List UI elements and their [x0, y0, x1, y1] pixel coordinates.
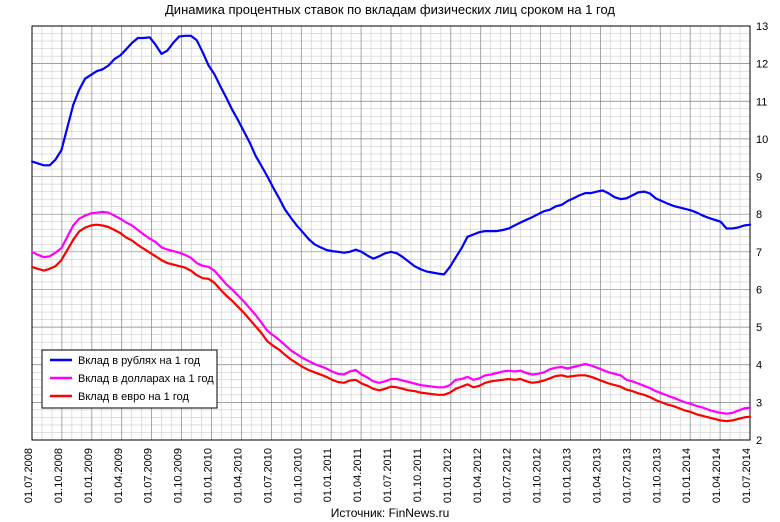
x-tick-label: 01.07.2012 [502, 448, 514, 503]
legend-label-usd: Вклад в долларах на 1 год [78, 373, 214, 385]
y-tick-label: 11 [756, 96, 767, 108]
line-chart: 2 3 4 5 6 7 8 9 10 11 12 13 01.07.2008 01.10.2008 01.0… [0, 0, 780, 522]
x-tick-label: 01.04.2013 [591, 448, 603, 503]
y-tick-label: 12 [756, 59, 768, 71]
y-tick-label: 13 [756, 21, 768, 33]
x-tick-label: 01.10.2011 [412, 448, 424, 502]
x-tick-label: 01.01.2012 [442, 448, 454, 503]
x-tick-label: 01.01.2013 [562, 448, 574, 503]
x-tick-label: 01.04.2010 [232, 448, 244, 503]
y-tick-label: 3 [756, 397, 762, 409]
x-tick-label: 01.07.2014 [741, 448, 753, 503]
x-tick-label: 01.01.2014 [681, 448, 693, 503]
x-tick-label: 01.04.2012 [472, 448, 484, 503]
x-tick-label: 01.10.2012 [532, 448, 544, 503]
y-tick-label: 2 [756, 435, 762, 447]
x-tick-label: 01.04.2011 [352, 448, 364, 502]
x-tick-label: 01.04.2009 [113, 448, 125, 503]
y-tick-label: 6 [756, 284, 762, 296]
legend-label-rub: Вклад в рублях на 1 год [78, 355, 201, 367]
x-tick-label: 01.01.2011 [322, 448, 334, 502]
x-tick-label: 01.07.2009 [143, 448, 155, 503]
x-tick-label: 01.10.2009 [173, 448, 185, 503]
x-tick-label: 01.07.2011 [382, 448, 394, 502]
y-tick-label: 7 [756, 247, 762, 259]
chart-source: Источник: FinNews.ru [0, 506, 780, 520]
legend-label-eur: Вклад в евро на 1 год [78, 391, 190, 403]
x-tick-label: 01.01.2009 [83, 448, 95, 503]
x-tick-label: 01.07.2013 [621, 448, 633, 503]
x-tick-label: 01.07.2010 [262, 448, 274, 503]
y-tick-label: 10 [756, 134, 768, 146]
y-tick-label: 8 [756, 209, 762, 221]
y-tick-label: 4 [756, 360, 762, 372]
x-tick-label: 01.10.2013 [651, 448, 663, 503]
x-tick-label: 01.04.2014 [711, 448, 723, 503]
y-tick-label: 9 [756, 172, 762, 184]
x-tick-label: 01.01.2010 [203, 448, 215, 503]
y-tick-label: 5 [756, 322, 762, 334]
x-tick-label: 01.10.2008 [53, 448, 65, 503]
x-tick-label: 01.10.2010 [292, 448, 304, 503]
x-tick-label: 01.07.2008 [23, 448, 35, 503]
